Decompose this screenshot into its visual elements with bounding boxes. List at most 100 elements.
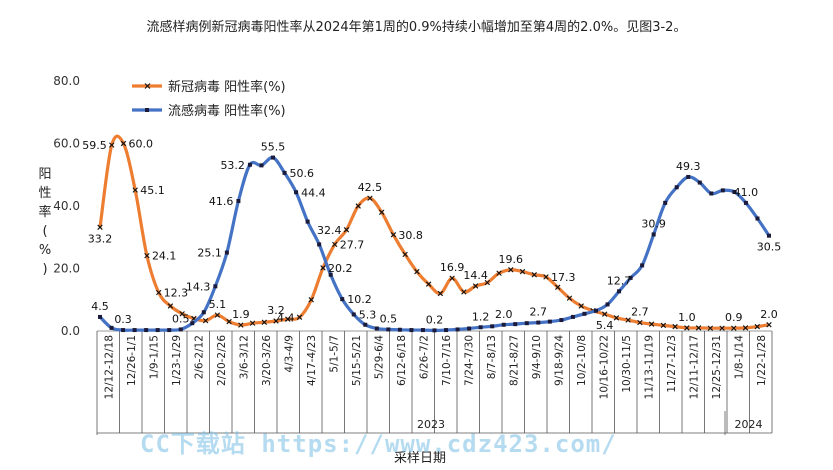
marker-stroke	[402, 251, 408, 258]
data-point	[490, 324, 495, 329]
data-point	[455, 327, 460, 332]
data-point	[402, 251, 408, 258]
data-point	[213, 284, 218, 289]
data-label: 5.4	[596, 319, 614, 332]
data-label: 12.7	[607, 274, 632, 287]
data-point	[167, 303, 174, 309]
data-point	[437, 290, 444, 297]
data-label: 33.2	[88, 232, 113, 245]
data-point	[367, 195, 373, 201]
marker-stroke	[355, 203, 361, 209]
data-point	[432, 328, 437, 333]
data-point	[570, 314, 575, 319]
marker-stroke	[132, 187, 138, 193]
chart-caption: 流感样病例新冠病毒阳性率从2024年第1周的0.9%持续小幅增加至第4周的2.0…	[146, 20, 687, 35]
data-point	[617, 289, 622, 294]
legend-label-1: 流感病毒 阳性率(%)	[168, 103, 286, 119]
marker-stroke	[226, 318, 232, 325]
data-point	[224, 250, 229, 255]
marker-stroke	[214, 312, 221, 318]
data-point	[742, 325, 749, 331]
data-label: 59.5	[82, 139, 107, 152]
legend-marker	[144, 83, 151, 89]
data-label: 49.3	[676, 160, 701, 173]
marker-stroke	[308, 297, 314, 303]
data-point	[214, 312, 221, 318]
data-label: 0.3	[114, 313, 132, 326]
y-tick-label: 40.0	[53, 199, 80, 213]
data-point	[305, 219, 310, 224]
marker-stroke	[97, 224, 103, 230]
data-point	[686, 174, 691, 179]
data-label: 50.6	[290, 167, 315, 180]
data-point	[566, 295, 573, 301]
data-point	[578, 303, 584, 309]
data-point	[478, 325, 483, 330]
data-point	[719, 325, 725, 331]
x-tick-label: 5/1-5/7	[328, 335, 340, 373]
data-point	[467, 326, 472, 331]
data-point	[524, 321, 529, 326]
data-label: 1.2	[472, 310, 490, 323]
data-label: 30.8	[398, 229, 423, 242]
data-label: 19.6	[499, 253, 524, 266]
data-point	[317, 242, 322, 247]
data-label: 2.0	[760, 308, 778, 321]
data-point	[97, 224, 103, 230]
data-label: 32.4	[317, 224, 342, 237]
data-point	[351, 312, 356, 317]
data-point	[695, 325, 702, 331]
data-point	[496, 270, 502, 276]
marker-stroke	[367, 195, 373, 201]
data-label: 16.9	[440, 261, 465, 274]
data-point	[285, 316, 291, 322]
data-point	[296, 314, 303, 320]
data-point	[508, 267, 514, 273]
data-label: 0.2	[426, 313, 444, 326]
data-point	[707, 325, 714, 331]
data-label: 12.3	[164, 287, 189, 300]
data-label: 4.5	[91, 300, 109, 313]
data-point	[390, 232, 397, 238]
data-point	[178, 327, 183, 332]
data-point	[271, 155, 276, 160]
data-point	[155, 289, 162, 296]
data-label: 10.2	[347, 293, 372, 306]
data-point	[637, 319, 643, 326]
marker-stroke	[390, 232, 397, 238]
data-label: 5.1	[209, 298, 227, 311]
data-point	[754, 323, 760, 330]
data-label: 42.5	[358, 181, 383, 194]
x-tick-label: 6/26-7/2	[418, 335, 430, 379]
data-point	[628, 275, 633, 280]
x-tick-label: 8/7-8/13	[486, 335, 498, 379]
x-tick-label: 7/10-7/16	[441, 335, 453, 386]
data-point	[472, 283, 479, 289]
marker-stroke	[684, 325, 690, 331]
data-point	[648, 321, 655, 327]
data-point	[355, 203, 361, 209]
x-tick-label: 6/12-6/18	[396, 335, 408, 386]
marker-stroke	[637, 319, 643, 326]
x-axis-title: 采样日期	[394, 451, 446, 466]
marker-stroke	[120, 140, 127, 147]
x-tick-label: 12/26-1/1	[126, 335, 138, 386]
marker-stroke	[695, 325, 702, 331]
marker-stroke	[296, 314, 303, 320]
data-point	[144, 252, 150, 259]
x-tick-label: 12/25-12/31	[711, 335, 723, 399]
marker-stroke	[461, 289, 467, 295]
legend: 新冠病毒 阳性率(%) 流感病毒 阳性率(%)	[132, 79, 286, 119]
marker-stroke	[425, 281, 432, 287]
data-point	[674, 185, 679, 190]
data-point	[374, 326, 379, 331]
x-tick-label: 12/12-12/18	[103, 335, 115, 399]
data-point	[202, 317, 209, 324]
data-point	[755, 216, 760, 221]
data-point	[449, 275, 455, 281]
data-point	[308, 297, 314, 303]
data-point	[543, 274, 549, 280]
marker-stroke	[179, 311, 185, 317]
data-label: 0.9	[725, 311, 743, 324]
data-point	[461, 289, 467, 295]
